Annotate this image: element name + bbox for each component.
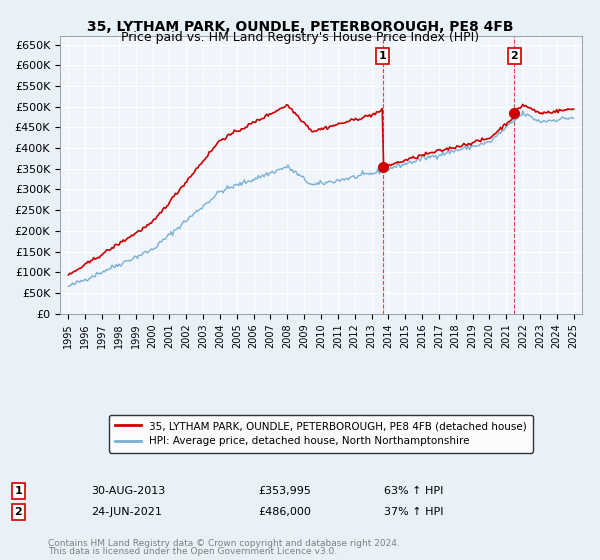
Text: 1: 1 xyxy=(14,486,22,496)
Text: 35, LYTHAM PARK, OUNDLE, PETERBOROUGH, PE8 4FB: 35, LYTHAM PARK, OUNDLE, PETERBOROUGH, P… xyxy=(87,20,513,34)
Text: 24-JUN-2021: 24-JUN-2021 xyxy=(91,507,162,517)
Text: £486,000: £486,000 xyxy=(259,507,311,517)
Text: 1: 1 xyxy=(379,51,386,61)
Legend: 35, LYTHAM PARK, OUNDLE, PETERBOROUGH, PE8 4FB (detached house), HPI: Average pr: 35, LYTHAM PARK, OUNDLE, PETERBOROUGH, P… xyxy=(109,415,533,452)
Text: 2: 2 xyxy=(511,51,518,61)
Text: 30-AUG-2013: 30-AUG-2013 xyxy=(91,486,166,496)
Text: £353,995: £353,995 xyxy=(259,486,311,496)
Text: Price paid vs. HM Land Registry's House Price Index (HPI): Price paid vs. HM Land Registry's House … xyxy=(121,31,479,44)
Text: 63% ↑ HPI: 63% ↑ HPI xyxy=(383,486,443,496)
Text: This data is licensed under the Open Government Licence v3.0.: This data is licensed under the Open Gov… xyxy=(48,548,337,557)
Text: 37% ↑ HPI: 37% ↑ HPI xyxy=(383,507,443,517)
Text: Contains HM Land Registry data © Crown copyright and database right 2024.: Contains HM Land Registry data © Crown c… xyxy=(48,539,400,548)
Text: 2: 2 xyxy=(14,507,22,517)
